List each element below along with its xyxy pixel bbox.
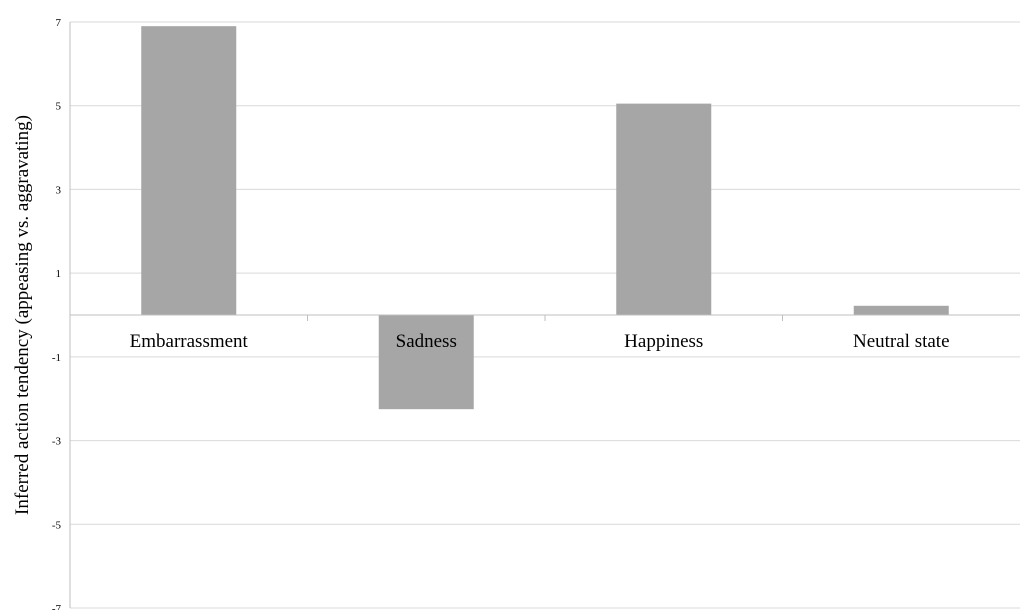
category-label: Neutral state bbox=[853, 331, 950, 352]
y-tick-label: 5 bbox=[56, 101, 62, 113]
bar bbox=[378, 315, 474, 410]
category-label: Sadness bbox=[396, 331, 457, 352]
bar bbox=[616, 103, 712, 315]
y-tick-label: 3 bbox=[56, 184, 62, 196]
category-label: Happiness bbox=[624, 331, 703, 352]
bar bbox=[853, 305, 949, 315]
y-tick-label: -3 bbox=[52, 436, 62, 448]
y-tick-label: 1 bbox=[56, 268, 62, 280]
y-tick-label: -1 bbox=[52, 352, 61, 364]
y-tick-label: -7 bbox=[52, 603, 62, 610]
bar bbox=[141, 26, 237, 315]
y-tick-label: -5 bbox=[52, 519, 62, 531]
category-label: Embarrassment bbox=[130, 331, 249, 352]
y-tick-label: 7 bbox=[56, 17, 62, 29]
y-axis-title: Inferred action tendency (appeasing vs. … bbox=[12, 115, 33, 515]
